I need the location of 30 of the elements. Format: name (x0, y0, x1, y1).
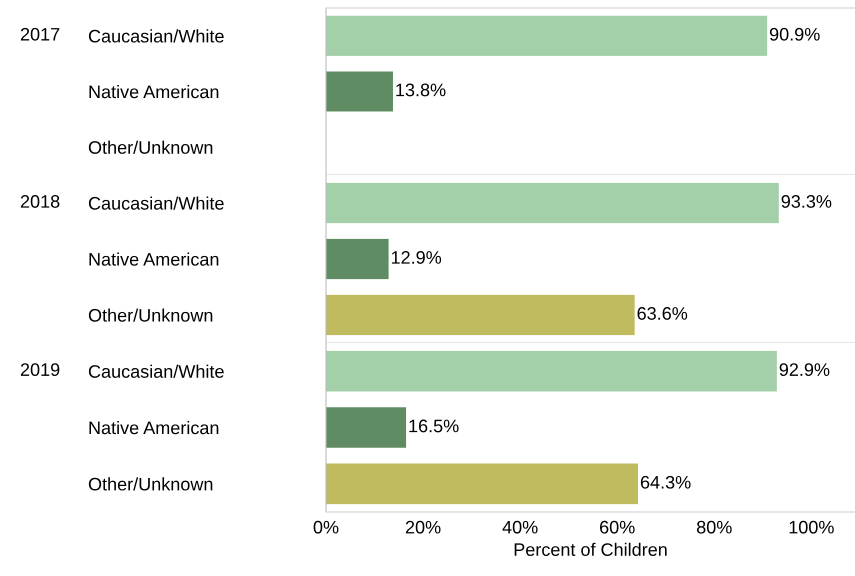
x-tick-label: 0% (314, 520, 338, 534)
y-tick-label: Caucasian/White (88, 364, 224, 378)
x-tick-label: 20% (406, 520, 440, 534)
text: 2017 (20, 28, 60, 41)
data-label: 63.6% (638, 307, 688, 320)
y-tick-label: Other/Unknown (88, 140, 212, 154)
y-tick-label: Other/Unknown (88, 477, 212, 491)
y-tick-label: Native American (89, 252, 218, 266)
y-tick-label: Native American (89, 84, 218, 98)
data-label: 92.9% (780, 363, 830, 376)
text: 2018 (20, 195, 60, 208)
y-tick-label: Native American (89, 420, 218, 434)
data-label: 90.9% (770, 28, 820, 41)
x-tick-label: 40% (502, 520, 538, 534)
data-label: 12.9% (392, 251, 442, 264)
x-axis-title: Percent of Children (514, 542, 667, 556)
x-tick-label: 100% (790, 520, 834, 534)
text: 2019 (20, 363, 60, 376)
bar (326, 407, 406, 448)
data-label: 93.3% (782, 195, 832, 208)
y-tick-label: Caucasian/White (88, 196, 224, 210)
data-label: 64.3% (640, 476, 691, 489)
x-tick-label: 80% (696, 520, 732, 534)
y-tick-label: Other/Unknown (88, 308, 212, 322)
x-tick-label: 60% (600, 520, 635, 534)
data-label: 16.5% (409, 420, 459, 432)
y-tick-label: Caucasian/White (88, 29, 224, 43)
bar (326, 350, 777, 392)
bar (326, 464, 638, 504)
data-label: 13.8% (396, 84, 446, 96)
